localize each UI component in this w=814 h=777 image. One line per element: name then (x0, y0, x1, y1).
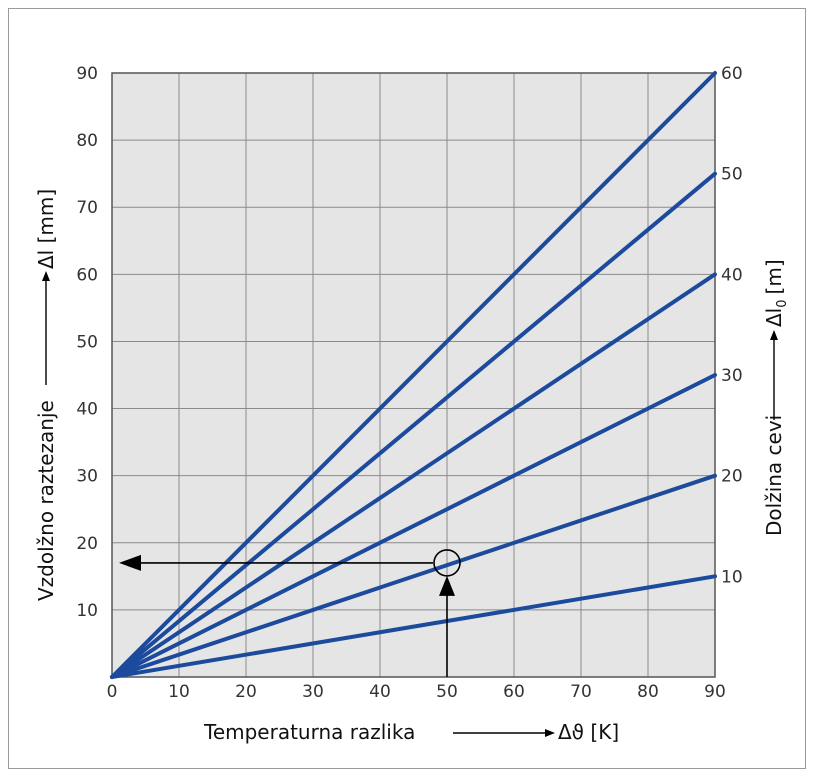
x-tick-label: 40 (369, 682, 391, 702)
x-tick-label: 70 (570, 682, 592, 702)
y2-symbol-main: Δl (762, 308, 786, 327)
x-tick-label: 30 (302, 682, 324, 702)
y2-axis-title: Dolžina cevi Δl0 [m] (762, 259, 790, 536)
y-tick-label: 50 (76, 332, 98, 352)
series-line-40m (110, 272, 717, 679)
x-axis-label: Temperaturna razlika (203, 720, 415, 744)
y-axis-symbol: Δl [mm] (34, 189, 58, 269)
example-left-arrowhead (119, 554, 141, 571)
y-tick-label: 40 (76, 400, 98, 420)
x-tick-label: 10 (168, 682, 190, 702)
x-axis-arrowhead (545, 729, 555, 737)
y-tick-label: 10 (76, 601, 98, 621)
x-tick-label: 50 (436, 682, 458, 702)
example-reading (119, 549, 461, 677)
y-axis-label: Vzdolžno raztezanje (34, 400, 58, 601)
y2-tick-label: 20 (721, 467, 743, 487)
series-line-60m (110, 71, 717, 679)
y2-tick-label: 40 (721, 265, 743, 285)
x-tick-label: 0 (107, 682, 118, 702)
example-up-arrowhead (439, 575, 455, 596)
y2-axis-arrowhead (770, 330, 778, 340)
x-tick-label: 60 (503, 682, 525, 702)
x-axis-symbol: Δϑ [K] (558, 720, 619, 744)
y2-axis-symbol: Δl0 [m] (762, 259, 790, 327)
y-tick-label: 60 (76, 265, 98, 285)
y-tick-label: 20 (76, 534, 98, 554)
y-axis-title: Vzdolžno raztezanje Δl [mm] (34, 189, 58, 601)
expansion-chart: 0 10 20 30 40 50 60 70 80 90 10 20 30 40 50 60 70 80 90 1… (34, 64, 790, 744)
y2-tick-label: 10 (721, 567, 743, 587)
y-tick-label: 30 (76, 467, 98, 487)
x-tick-labels: 0 10 20 30 40 50 60 70 80 90 (107, 682, 726, 702)
chart-frame: 0 10 20 30 40 50 60 70 80 90 10 20 30 40 50 60 70 80 90 1… (8, 8, 806, 769)
series-line-10m (110, 574, 717, 679)
y-axis-arrowhead (42, 271, 50, 281)
y-tick-label: 80 (76, 131, 98, 151)
y2-tick-label: 60 (721, 64, 743, 84)
x-tick-label: 20 (235, 682, 257, 702)
y2-symbol-unit: [m] (762, 259, 786, 294)
y2-tick-label: 30 (721, 366, 743, 386)
y2-axis-label: Dolžina cevi (762, 415, 786, 536)
y2-tick-labels: 10 20 30 40 50 60 (721, 64, 743, 587)
series-line-50m (110, 171, 717, 679)
y-tick-label: 70 (76, 198, 98, 218)
series-lines (110, 71, 717, 679)
example-marker-circle (433, 549, 461, 577)
x-tick-label: 90 (704, 682, 726, 702)
series-line-20m (110, 473, 717, 679)
series-line-30m (110, 373, 717, 679)
y2-tick-label: 50 (721, 165, 743, 185)
y-tick-label: 90 (76, 64, 98, 84)
x-tick-label: 80 (637, 682, 659, 702)
y-tick-labels: 10 20 30 40 50 60 70 80 90 (76, 64, 98, 621)
y2-symbol-subscript: 0 (775, 299, 790, 307)
